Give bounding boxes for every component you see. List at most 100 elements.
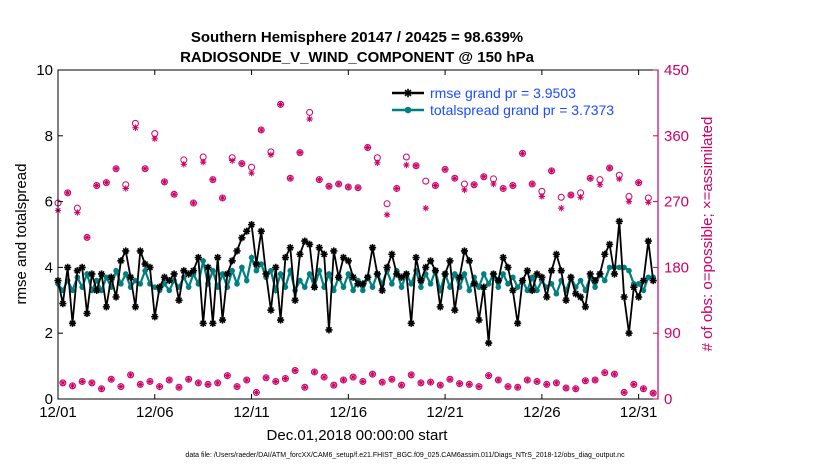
x-ticks: 12/01 12/06 12/11 12/16 12/21 12/26 12/31 — [39, 70, 657, 421]
rmse-point — [431, 267, 440, 275]
obs-assimilated-point — [354, 184, 362, 191]
totalspread-point — [103, 274, 110, 281]
obs-assimilated-point — [282, 375, 289, 382]
rmse-point — [339, 253, 348, 262]
rmse-point — [194, 253, 202, 262]
rmse-point — [504, 263, 512, 271]
rmse-point — [364, 273, 372, 281]
totalspread-point — [331, 287, 337, 294]
rmse-point — [330, 247, 338, 255]
totalspread-point — [626, 267, 632, 274]
rmse-point — [223, 270, 231, 278]
totalspread-point — [248, 254, 255, 261]
rmse-point — [509, 286, 517, 295]
rmse-point — [238, 234, 246, 242]
totalspread-point — [466, 287, 473, 294]
obs-assimilated-point — [378, 378, 386, 386]
obs-assimilated-point — [533, 378, 541, 385]
obs-assimilated-point — [156, 383, 163, 390]
totalspread-point — [481, 271, 487, 277]
y-axis-label-left: rmse and totalspread — [13, 164, 30, 305]
rmse-point — [180, 267, 188, 275]
rmse-point — [397, 273, 406, 281]
rmse-point — [581, 303, 590, 311]
rmse-point — [620, 293, 628, 301]
rmse-point — [543, 293, 551, 301]
rmse-point — [388, 250, 396, 258]
obs-assimilated-point — [141, 165, 149, 172]
obs-possible-point — [460, 180, 468, 188]
totalspread-point — [505, 281, 511, 287]
obs-assimilated-point — [258, 126, 265, 134]
obs-assimilated-point — [127, 371, 134, 379]
obs-assimilated-point — [596, 181, 604, 188]
totalspread-point — [500, 271, 506, 277]
rmse-point — [417, 276, 425, 285]
y-tick-label-left: 10 — [36, 62, 53, 79]
totalspread-point — [93, 277, 100, 284]
rmse-point — [88, 270, 96, 278]
rmse-point — [335, 273, 343, 281]
rmse-point — [131, 303, 140, 311]
obs-assimilated-point — [441, 166, 449, 173]
obs-assimilated-point — [422, 204, 429, 212]
obs-assimilated-point — [562, 384, 570, 392]
obs-assimilated-point — [243, 376, 250, 384]
obs-assimilated-point — [480, 173, 488, 180]
obs-assimilated-point — [582, 377, 589, 384]
obs-assimilated-point — [577, 194, 584, 201]
rmse-point — [146, 263, 154, 271]
totalspread-point — [142, 267, 148, 274]
obs-assimilated-point — [359, 378, 367, 385]
rmse-point — [267, 306, 275, 314]
obs-assimilated-point — [98, 385, 105, 392]
obs-assimilated-point — [587, 175, 594, 182]
obs-assimilated-point — [393, 185, 400, 192]
rmse-point — [610, 270, 619, 278]
obs-assimilated-point — [301, 384, 308, 391]
rmse-point — [141, 260, 149, 268]
totalspread-point — [635, 281, 642, 287]
totalspread-point — [234, 281, 240, 287]
rmse-point — [456, 273, 464, 281]
rmse-point — [533, 270, 541, 278]
rmse-point — [306, 240, 314, 248]
obs-assimilated-point — [88, 379, 96, 387]
obs-assimilated-point — [437, 381, 444, 389]
obs-assimilated-point — [320, 373, 328, 381]
obs-assimilated-point — [132, 124, 139, 131]
obs-assimilated-point — [291, 367, 299, 374]
obs-assimilated-point — [335, 180, 342, 188]
x-axis-label: Dec.01,2018 00:00:00 start — [267, 427, 449, 444]
rmse-point — [325, 326, 333, 334]
axes — [57, 69, 659, 400]
rmse-point — [276, 316, 285, 324]
totalspread-point — [277, 271, 284, 277]
rmse-point — [281, 253, 290, 262]
totalspread-point — [514, 284, 521, 290]
obs-assimilated-point — [151, 135, 158, 142]
totalspread-point — [210, 267, 216, 274]
rmse-point — [576, 293, 585, 301]
obs-assimilated-point — [369, 370, 376, 378]
obs-assimilated-point — [490, 180, 497, 188]
legend-box — [385, 78, 657, 126]
rmse-point — [601, 250, 609, 258]
obs-assimilated-point — [349, 373, 357, 381]
totalspread-point — [640, 287, 647, 294]
rmse-point — [470, 280, 478, 288]
rmse-point — [489, 270, 498, 278]
obs-assimilated-point — [403, 161, 410, 169]
rmse-point — [480, 283, 488, 291]
rmse-point — [572, 290, 580, 298]
rmse-point — [393, 270, 401, 278]
rmse-point — [228, 257, 236, 265]
rmse-point — [315, 244, 323, 252]
rmse-point — [422, 263, 430, 271]
obs-assimilated-point — [601, 369, 608, 376]
rmse-point — [252, 260, 260, 268]
obs-possible-point — [422, 177, 430, 185]
obs-assimilated-point — [262, 374, 270, 381]
totalspread-point — [476, 284, 482, 290]
rmse-point — [160, 273, 169, 281]
